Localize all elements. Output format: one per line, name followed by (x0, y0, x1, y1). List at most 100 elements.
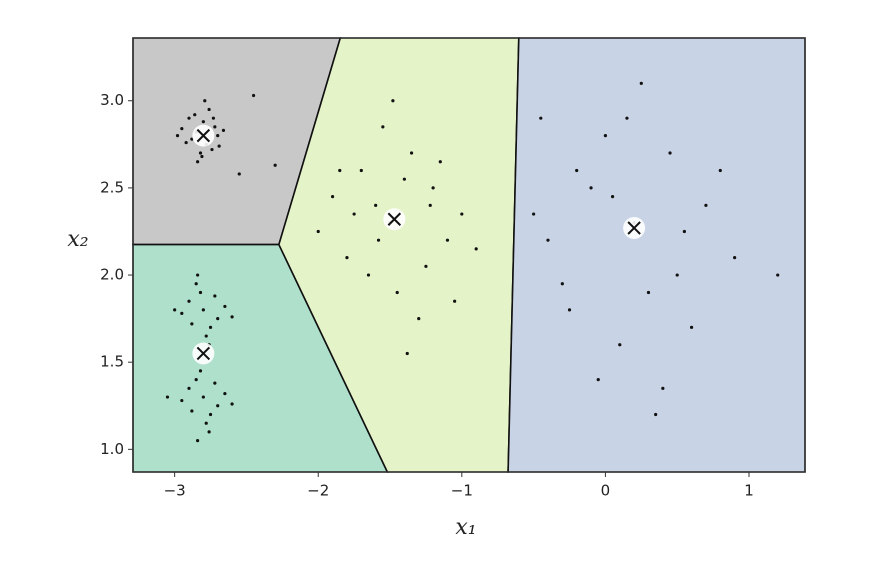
x-axis-label: x₁ (455, 515, 476, 540)
point (213, 125, 217, 129)
point (201, 308, 205, 312)
point (704, 203, 708, 207)
point (374, 203, 378, 207)
point (366, 273, 371, 277)
point (395, 290, 399, 295)
plot-frame (132, 37, 806, 473)
point (575, 168, 579, 173)
point (646, 290, 651, 295)
y-tick-label: 2.5 (100, 178, 124, 196)
point (204, 334, 208, 338)
point (532, 212, 536, 216)
point (539, 116, 543, 120)
y-axis-label: x₂ (67, 227, 88, 252)
point (180, 311, 184, 315)
x-tick-label: 1 (744, 482, 754, 500)
x-tick-label: −3 (164, 482, 186, 500)
point (359, 168, 363, 173)
point (409, 151, 414, 155)
point (198, 151, 203, 155)
point (546, 238, 550, 242)
point (474, 247, 478, 251)
point (184, 140, 188, 145)
point (596, 378, 600, 382)
centroids (192, 124, 646, 365)
point (668, 151, 672, 155)
point (208, 325, 213, 329)
x-tick-label: 0 (601, 482, 611, 500)
point (682, 229, 686, 234)
point (200, 154, 204, 159)
point (445, 238, 450, 242)
x-tick-label: −2 (307, 482, 329, 500)
point (405, 351, 409, 356)
point (567, 308, 572, 312)
point (208, 412, 213, 417)
point (187, 386, 191, 390)
point (661, 386, 665, 390)
point (428, 203, 432, 207)
point (201, 120, 205, 124)
x-tick-label: −1 (451, 482, 473, 500)
point (776, 273, 780, 277)
point (190, 409, 194, 413)
point (194, 282, 198, 286)
point (424, 264, 428, 268)
point (689, 325, 694, 329)
point (196, 160, 200, 164)
centroid-cross (196, 128, 211, 143)
point (733, 256, 737, 260)
point (381, 125, 385, 129)
point (207, 430, 211, 434)
point (618, 343, 622, 347)
point (589, 186, 593, 190)
point (175, 134, 180, 138)
point (625, 116, 629, 120)
point (217, 144, 221, 148)
point (453, 299, 457, 303)
point (376, 238, 381, 242)
point (610, 195, 615, 199)
centroid-cross (387, 212, 402, 226)
point (196, 273, 200, 277)
y-tick-label: 2.0 (100, 266, 124, 284)
point (193, 113, 197, 117)
point (221, 128, 226, 132)
point (216, 134, 220, 138)
point (211, 116, 216, 120)
point (252, 93, 256, 98)
point (438, 160, 442, 164)
point (173, 308, 177, 312)
point (210, 147, 214, 152)
point (203, 99, 207, 103)
point (273, 163, 277, 167)
point (718, 168, 722, 173)
point (213, 294, 217, 298)
point (190, 322, 194, 326)
point (345, 256, 349, 260)
point (675, 273, 679, 277)
point (460, 212, 464, 216)
point (213, 381, 217, 385)
regions (132, 37, 806, 473)
point (187, 116, 191, 120)
y-tick-label: 3.0 (100, 91, 124, 109)
point (207, 107, 211, 112)
point (352, 212, 356, 216)
axes: −3 −2 −1 0 1 1.0 1.5 2.0 2.5 3.0 (100, 91, 754, 499)
point (194, 378, 198, 382)
point (560, 282, 564, 286)
point (198, 369, 203, 373)
point (216, 317, 220, 321)
point (187, 299, 191, 303)
point (230, 402, 234, 406)
point (654, 412, 658, 417)
y-tick-label: 1.5 (100, 353, 124, 371)
point (639, 81, 643, 85)
point (402, 177, 406, 181)
point (196, 439, 200, 443)
point (216, 404, 220, 408)
point (180, 398, 184, 403)
centroid-cross (627, 221, 641, 235)
